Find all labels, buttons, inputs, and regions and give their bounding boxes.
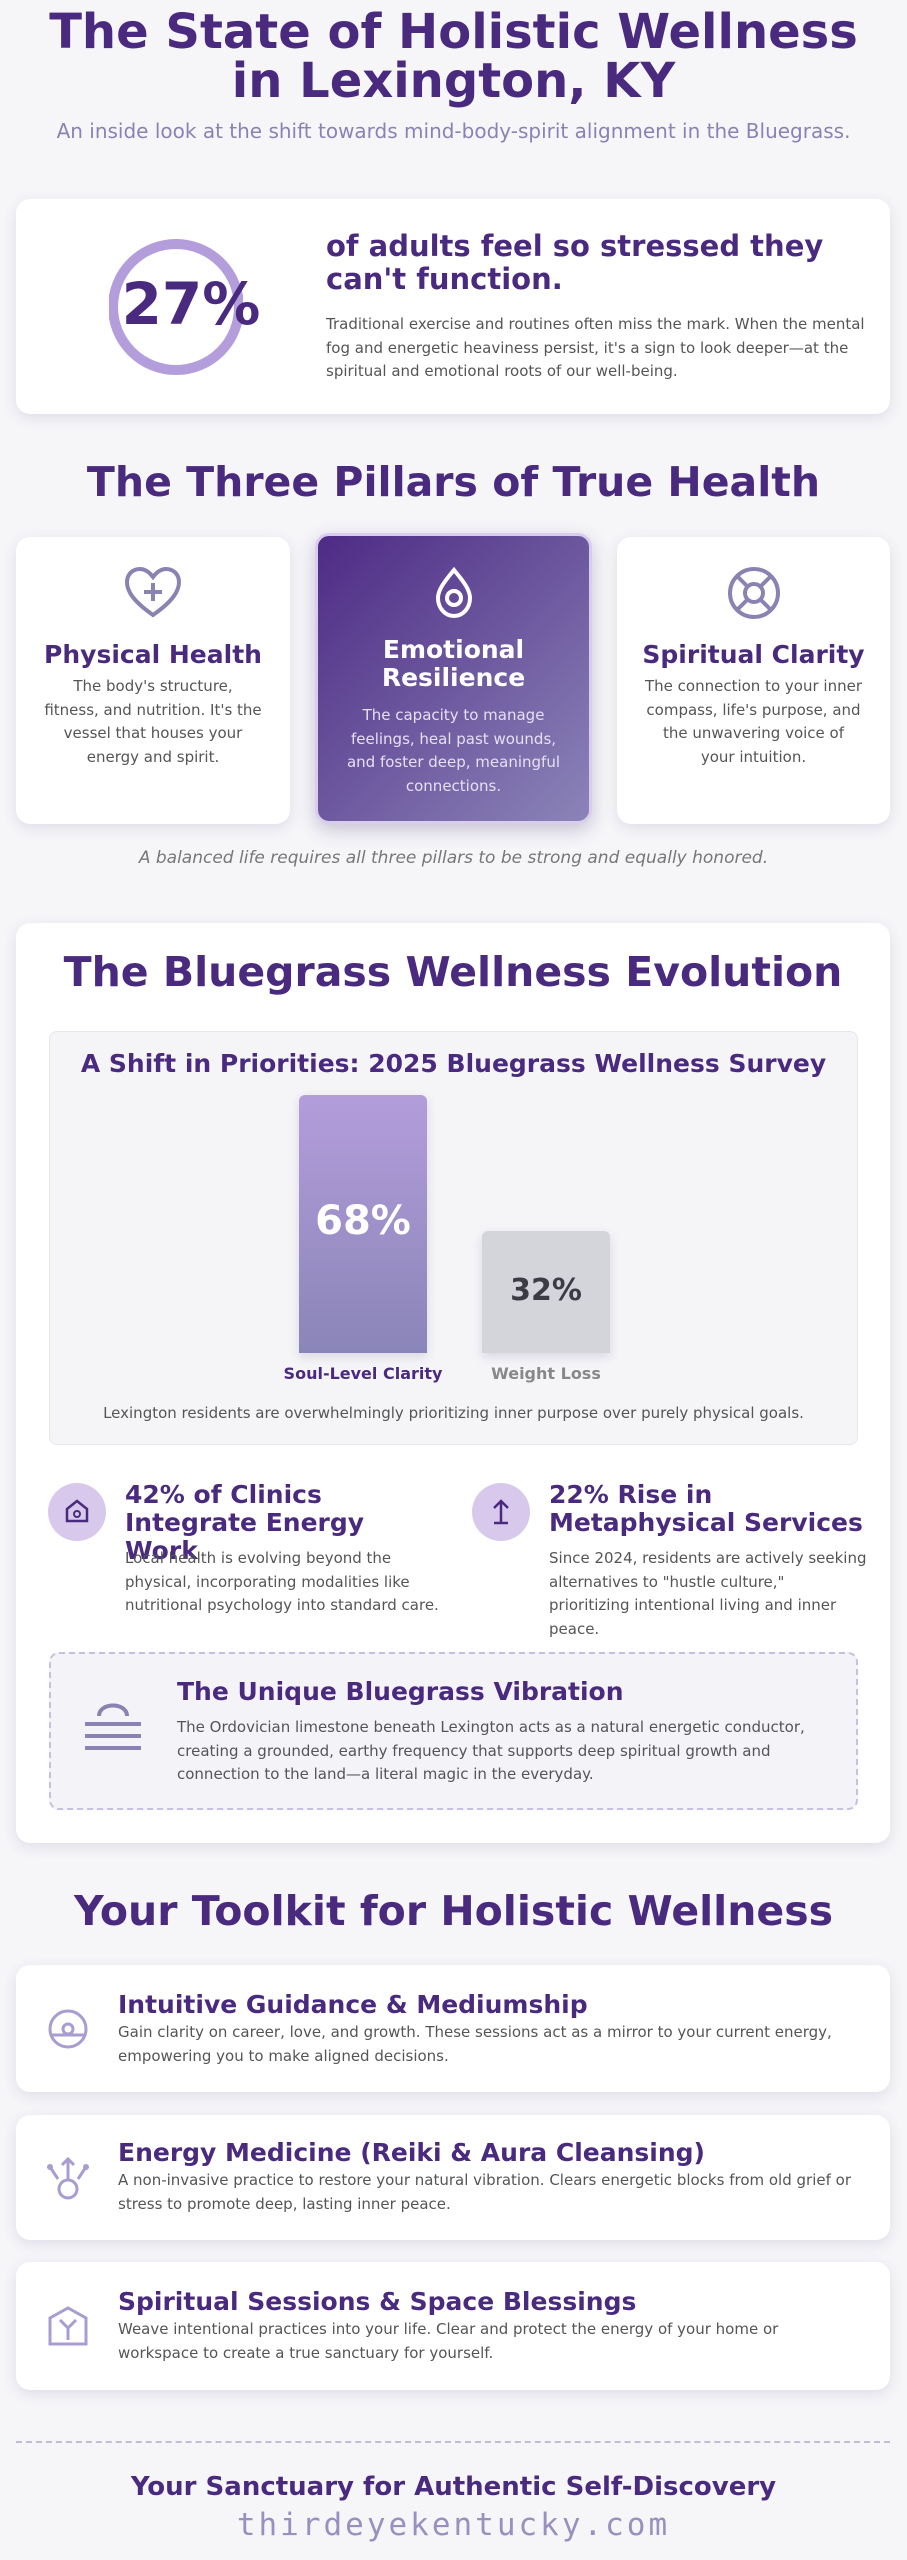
evolution-card: The Bluegrass Wellness Evolution A Shift… [16,923,890,1843]
chart-title: A Shift in Priorities: 2025 Bluegrass We… [80,1049,827,1078]
bar-label: 68% [315,1197,411,1244]
vibration-title: The Unique Bluegrass Vibration [177,1677,624,1706]
pillar-body: The body's structure, fitness, and nutri… [44,677,262,766]
pillar-title: Physical Health [44,640,262,669]
fact-title: 22% Rise in Metaphysical Services [549,1480,863,1537]
stat-headline: of adults feel so stressed they can't fu… [326,229,824,296]
vibration-box: The Unique Bluegrass Vibration The Ordov… [49,1652,858,1810]
stat-card: 27% of adults feel so stressed they can'… [16,199,890,414]
stat-body: Traditional exercise and routines often … [326,315,865,380]
layers-icon [85,1703,141,1750]
home-icon [48,2306,88,2346]
pillar-card-highlight: Emotional Resilience The capacity to man… [315,533,592,824]
section-title: The Bluegrass Wellness Evolution [63,948,843,996]
tool-title: Spiritual Sessions & Space Blessings [118,2287,637,2316]
drop-icon [435,566,472,619]
bar-label: 32% [510,1272,582,1308]
subtitle: An inside look at the shift towards mind… [56,119,851,143]
heart-icon [124,566,182,618]
footer-tagline: Your Sanctuary for Authentic Self-Discov… [130,2472,777,2502]
tool-title: Intuitive Guidance & Mediumship [118,1990,588,2019]
section-title: The Three Pillars of True Health [86,458,821,506]
tool-body: A non-invasive practice to restore your … [118,2171,851,2213]
chart-panel: A Shift in Priorities: 2025 Bluegrass We… [49,1031,858,1445]
fact-icon [472,1483,530,1541]
pillar-title: Spiritual Clarity [642,640,865,669]
fact-body: Since 2024, residents are actively seeki… [549,1549,867,1638]
pillar-title: Emotional Resilience [381,635,526,692]
fact-title: 42% of Clinics Integrate Energy Work [125,1480,365,1565]
stat-ring [109,239,243,375]
category-label: Weight Loss [491,1364,601,1383]
energy-icon [47,2156,89,2200]
pillar-card: Spiritual Clarity The connection to your… [617,537,890,824]
vibration-body: The Ordovician limestone beneath Lexingt… [177,1718,805,1783]
tool-body: Weave intentional practices into your li… [118,2320,779,2362]
pillar-body: The capacity to manage feelings, heal pa… [346,706,561,795]
tool-card: Energy Medicine (Reiki & Aura Cleansing)… [16,2115,890,2240]
pillar-card: Physical Health The body's structure, fi… [16,537,290,824]
chart-caption: Lexington residents are overwhelmingly p… [103,1404,804,1422]
eye-icon [48,2009,88,2049]
tool-card: Spiritual Sessions & Space Blessings Wea… [16,2262,890,2390]
section-title: Your Toolkit for Holistic Wellness [73,1887,834,1935]
tool-title: Energy Medicine (Reiki & Aura Cleansing) [118,2138,705,2167]
tool-body: Gain clarity on career, love, and growth… [118,2023,832,2065]
chart-bars: 68% Soul-Level Clarity 32% Weight Loss [50,1032,859,1446]
divider [16,2441,890,2443]
footer-url: thirdeyekentucky.com [236,2507,671,2543]
pillars-note: A balanced life requires all three pilla… [138,848,769,868]
fact-icon [48,1483,106,1541]
fact-body: Local health is evolving beyond the phys… [125,1549,439,1614]
category-label: Soul-Level Clarity [283,1364,443,1383]
compass-icon [727,567,780,619]
page-title: The State of Holistic Wellness in Lexing… [49,4,858,109]
tool-card: Intuitive Guidance & Mediumship Gain cla… [16,1965,890,2092]
bar [482,1231,610,1353]
stat-value: 27% [121,270,261,338]
bar [299,1094,427,1353]
pillar-body: The connection to your inner compass, li… [645,677,862,766]
